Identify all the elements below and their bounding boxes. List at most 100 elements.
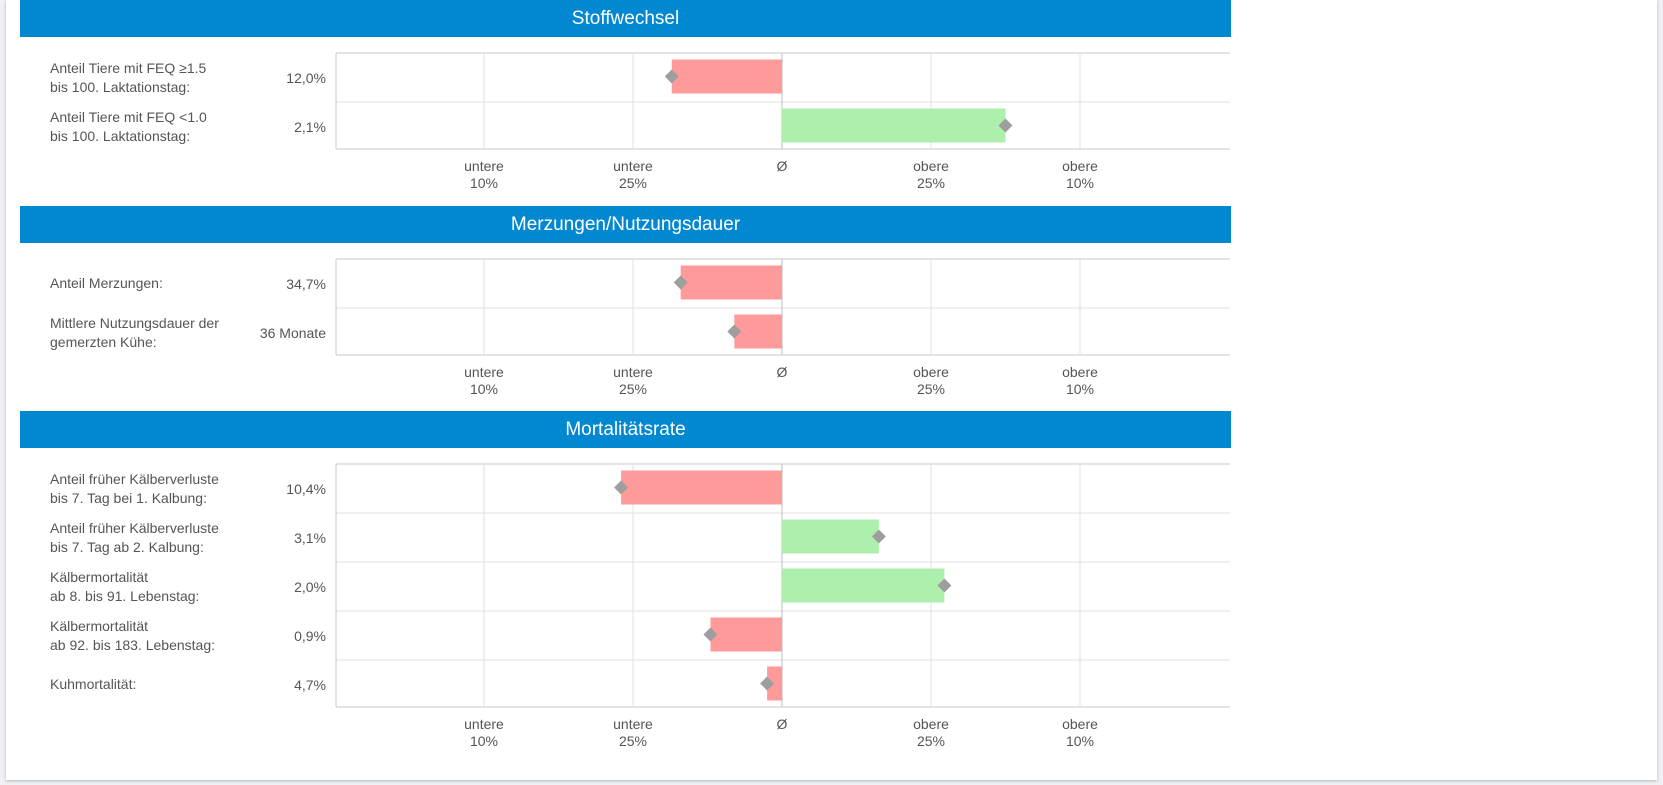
axis-tick-label: obere 10% [1040,716,1120,750]
row-value: 4,7% [294,676,326,693]
row-label-line2: bis 7. Tag bei 1. Kalbung: [50,489,207,506]
row-label-line2: bis 100. Laktationstag: [50,78,191,95]
axis-tick-label: untere 25% [593,716,673,750]
row-label: Anteil Tiere mit FEQ <1.0 bis 100. Laktat… [50,102,250,151]
row-label-text: Mittlere Nutzungsdauer der gemerzten Kühe… [50,314,219,352]
section-header: Merzungen/Nutzungsdauer [20,206,1231,243]
row-value: 10,4% [286,480,326,497]
axis-tick-line1: obere [913,364,949,380]
row-label-text: Anteil Merzungen: [50,274,163,293]
row-label-line1: Anteil früher Kälberverluste [50,519,219,536]
axis-tick-line2: 10% [469,381,499,397]
axis-tick-label: Ø [742,364,822,381]
axis-tick-line2: 25% [618,381,648,397]
axis-tick-line1: untere [464,364,504,380]
axis-tick-line2: 25% [618,175,648,191]
axis-tick-line1: untere [613,364,653,380]
bar-positive [782,568,945,603]
axis-tick-line2: 25% [916,381,946,397]
axis-tick-line1: untere [464,716,504,732]
row-label-line2: ab 92. bis 183. Lebenstag: [50,636,216,653]
value-marker [998,118,1013,133]
axis-tick-label: obere 25% [891,158,971,192]
axis-tick-label: obere 25% [891,716,971,750]
axis-tick-line1: obere [1062,364,1098,380]
axis-tick-line1: obere [913,716,949,732]
row-label-text: Kälbermortalität ab 8. bis 91. Lebenstag: [50,568,199,606]
row-label-line1: Anteil Tiere mit FEQ ≥1.5 [50,59,207,76]
row-label-line2: ab 8. bis 91. Lebenstag: [50,587,200,604]
axis-tick-label: Ø [742,158,822,175]
row-label-text: Anteil früher Kälberverluste bis 7. Tag a… [50,519,219,557]
axis-tick-line2: 10% [469,733,499,749]
axis-tick-line1: obere [913,158,949,174]
row-label: Kälbermortalität ab 8. bis 91. Lebenstag: [50,562,250,611]
row-label-text: Anteil Tiere mit FEQ <1.0 bis 100. Laktat… [50,108,207,146]
axis-tick-label: untere 25% [593,364,673,398]
axis-tick-line2: 10% [1065,175,1095,191]
row-label-line1: Kälbermortalität [50,568,149,585]
axis-tick-line1: obere [1062,158,1098,174]
value-marker [614,480,629,495]
row-label-text: Kälbermortalität ab 92. bis 183. Lebensta… [50,617,215,655]
row-label-line1: Anteil früher Kälberverluste [50,470,219,487]
value-marker [727,324,742,339]
axis-tick-line2: 25% [916,733,946,749]
bar-negative [767,666,782,701]
axis-tick-line1: Ø [776,716,788,732]
row-label-line2: bis 100. Laktationstag: [50,127,191,144]
row-value: 0,9% [294,627,326,644]
row-value: 2,0% [294,578,326,595]
axis-tick-line1: obere [1062,716,1098,732]
row-label-line2: bis 7. Tag ab 2. Kalbung: [50,538,204,555]
axis-tick-line2: 25% [618,733,648,749]
row-value: 2,1% [294,118,326,135]
axis-tick-line2: 10% [1065,381,1095,397]
section-header: Mortalitätsrate [20,411,1231,448]
row-label: Anteil früher Kälberverluste bis 7. Tag a… [50,513,250,562]
value-marker [871,529,886,544]
row-value: 3,1% [294,529,326,546]
value-marker [937,578,952,593]
row-value: 12,0% [286,69,326,86]
value-marker [703,627,718,642]
row-label-line1: Anteil Tiere mit FEQ <1.0 [50,108,207,125]
axis-tick-line2: 10% [1065,733,1095,749]
row-label-line1: Kuhmortalität: [50,676,137,692]
value-marker [760,676,775,691]
axis-tick-line1: untere [613,716,653,732]
axis-tick-line2: 10% [469,175,499,191]
section-header: Stoffwechsel [20,0,1231,37]
row-value: 36 Monate [259,324,326,341]
row-label: Kuhmortalität: [50,660,250,709]
row-label-line2: gemerzten Kühe: [50,333,157,350]
row-label: Kälbermortalität ab 92. bis 183. Lebensta… [50,611,250,660]
value-marker [673,275,688,290]
axis-tick-label: untere 10% [444,158,524,192]
axis-tick-label: Ø [742,716,822,733]
axis-tick-label: untere 25% [593,158,673,192]
row-label: Anteil Tiere mit FEQ ≥1.5 bis 100. Laktat… [50,53,250,102]
axis-tick-label: untere 10% [444,364,524,398]
axis-tick-label: untere 10% [444,716,524,750]
value-marker [664,69,679,84]
bar-negative [710,617,782,652]
row-label-line1: Kälbermortalität [50,617,149,634]
axis-tick-line2: 25% [916,175,946,191]
row-label-text: Anteil Tiere mit FEQ ≥1.5 bis 100. Laktat… [50,59,206,97]
bar-negative [621,470,782,505]
bar-positive [782,108,1006,143]
axis-tick-label: obere 10% [1040,364,1120,398]
axis-tick-label: obere 10% [1040,158,1120,192]
axis-tick-line1: untere [464,158,504,174]
row-label-text: Anteil früher Kälberverluste bis 7. Tag b… [50,470,219,508]
bar-negative [680,265,782,300]
row-label-line1: Anteil Merzungen: [50,275,163,291]
axis-tick-label: obere 25% [891,364,971,398]
bar-negative [734,314,782,349]
bar-negative [671,59,782,94]
row-label-line1: Mittlere Nutzungsdauer der [50,314,219,331]
bar-positive [782,519,879,554]
row-label-text: Kuhmortalität: [50,675,136,694]
